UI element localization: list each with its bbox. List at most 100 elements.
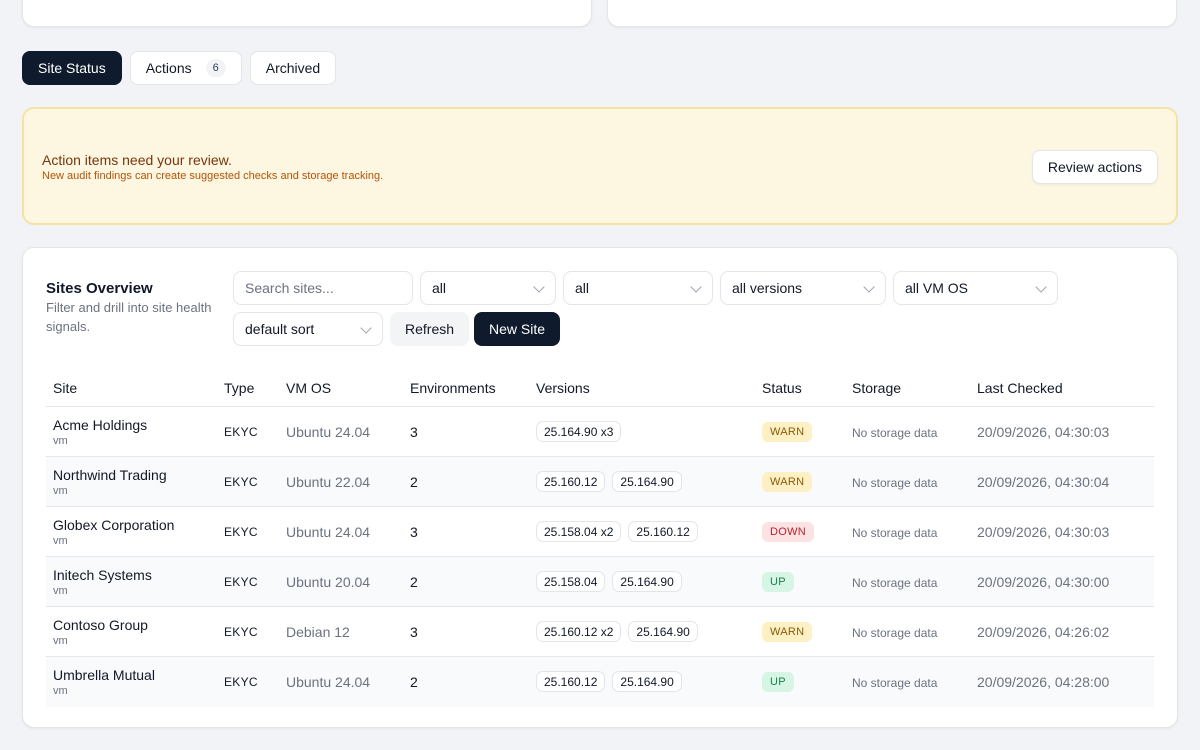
environments-count: 3 (410, 424, 418, 440)
chevron-down-icon (360, 322, 372, 334)
site-name[interactable]: Contoso Group (53, 617, 148, 633)
table-row[interactable]: Initech Systems vm EKYC Ubuntu 20.04 2 2… (46, 557, 1154, 607)
site-name[interactable]: Globex Corporation (53, 517, 175, 533)
select-value: all versions (732, 280, 803, 296)
last-checked: 20/09/2026, 04:30:03 (977, 524, 1110, 540)
summary-card-right (607, 0, 1177, 27)
refresh-button[interactable]: Refresh (390, 312, 470, 346)
version-chip: 25.158.04 (536, 571, 606, 592)
tab-actions[interactable]: Actions 6 (129, 51, 242, 85)
last-checked: 20/09/2026, 04:30:00 (977, 574, 1110, 590)
alert-title: Action items need your review. (42, 152, 232, 168)
column-header[interactable]: Environments (410, 380, 496, 396)
tab-label: Site Status (38, 60, 106, 76)
column-header[interactable]: Storage (852, 380, 902, 396)
last-checked: 20/09/2026, 04:30:03 (977, 424, 1110, 440)
chevron-down-icon (533, 281, 545, 293)
version-chip: 25.160.12 x2 (536, 621, 622, 642)
versions-list: 25.160.12 25.164.90 (536, 471, 682, 492)
last-checked: 20/09/2026, 04:30:04 (977, 474, 1110, 490)
vm-os: Debian 12 (286, 624, 350, 640)
column-header[interactable]: Versions (536, 380, 590, 396)
status-badge: WARN (762, 422, 813, 442)
versions-list: 25.160.12 25.164.90 (536, 671, 682, 692)
column-header[interactable]: Status (762, 380, 802, 396)
version-chip: 25.160.12 (536, 671, 606, 692)
filter-select-type[interactable]: all (563, 271, 713, 305)
storage-info: No storage data (852, 526, 938, 540)
site-kind: vm (53, 685, 68, 697)
site-kind: vm (53, 535, 68, 547)
filter-select-versions[interactable]: all versions (720, 271, 886, 305)
review-actions-button[interactable]: Review actions (1031, 150, 1158, 184)
site-name[interactable]: Umbrella Mutual (53, 667, 155, 683)
tab-site-status[interactable]: Site Status (22, 51, 122, 85)
environments-count: 3 (410, 624, 418, 640)
site-kind: vm (53, 485, 68, 497)
column-header[interactable]: Site (53, 380, 78, 396)
last-checked: 20/09/2026, 04:26:02 (977, 624, 1110, 640)
filter-select-status[interactable]: all (420, 271, 556, 305)
tab-label: Actions (145, 60, 192, 76)
version-chip: 25.164.90 (612, 571, 682, 592)
versions-list: 25.158.04 x2 25.160.12 (536, 521, 698, 542)
site-type: EKYC (224, 625, 258, 639)
vm-os: Ubuntu 24.04 (286, 424, 371, 440)
site-kind: vm (53, 435, 68, 447)
environments-count: 2 (410, 674, 418, 690)
vm-os: Ubuntu 22.04 (286, 474, 371, 490)
section-subtitle: Filter and drill into site health signal… (46, 300, 212, 334)
environments-count: 2 (410, 474, 418, 490)
section-title: Sites Overview (46, 280, 153, 297)
versions-list: 25.158.04 25.164.90 (536, 571, 682, 592)
column-header[interactable]: VM OS (286, 380, 332, 396)
action-alert-banner: Action items need your review. New audit… (22, 107, 1178, 225)
column-header[interactable]: Last Checked (977, 380, 1063, 396)
site-type: EKYC (224, 675, 258, 689)
table-row[interactable]: Umbrella Mutual vm EKYC Ubuntu 24.04 2 2… (46, 657, 1154, 707)
site-type: EKYC (224, 425, 258, 439)
site-name[interactable]: Northwind Trading (53, 467, 167, 483)
version-chip: 25.164.90 (628, 621, 698, 642)
search-input[interactable]: Search sites... (233, 271, 413, 305)
site-name[interactable]: Initech Systems (53, 567, 152, 583)
environments-count: 3 (410, 524, 418, 540)
version-chip: 25.164.90 (612, 471, 682, 492)
alert-subtitle: New audit findings can create suggested … (42, 170, 384, 182)
select-value: all (432, 280, 447, 296)
summary-card-left (22, 0, 592, 27)
table-row[interactable]: Northwind Trading vm EKYC Ubuntu 22.04 2… (46, 457, 1154, 507)
filter-select-vm-os[interactable]: all VM OS (893, 271, 1058, 305)
version-chip: 25.164.90 x3 (536, 421, 622, 442)
table-row[interactable]: Globex Corporation vm EKYC Ubuntu 24.04 … (46, 507, 1154, 557)
new-site-button[interactable]: New Site (474, 312, 561, 346)
tab-label: Archived (265, 60, 321, 76)
select-value: default sort (245, 321, 315, 337)
table-body: Acme Holdings vm EKYC Ubuntu 24.04 3 25.… (46, 407, 1154, 707)
chevron-down-icon (1035, 281, 1047, 293)
storage-info: No storage data (852, 476, 938, 490)
versions-list: 25.160.12 x2 25.164.90 (536, 621, 698, 642)
status-badge: WARN (762, 622, 813, 642)
environments-count: 2 (410, 574, 418, 590)
versions-list: 25.164.90 x3 (536, 421, 622, 442)
select-value: all VM OS (905, 280, 969, 296)
last-checked: 20/09/2026, 04:28:00 (977, 674, 1110, 690)
status-badge: WARN (762, 472, 813, 492)
sites-table: Site Type VM OS Environments Versions St… (46, 370, 1154, 707)
sort-select[interactable]: default sort (233, 312, 383, 346)
tab-archived[interactable]: Archived (249, 51, 337, 85)
table-row[interactable]: Contoso Group vm EKYC Debian 12 3 25.160… (46, 607, 1154, 657)
version-chip: 25.160.12 (536, 471, 606, 492)
site-kind: vm (53, 635, 68, 647)
column-header[interactable]: Type (224, 380, 255, 396)
chevron-down-icon (863, 281, 875, 293)
site-type: EKYC (224, 475, 258, 489)
status-badge: DOWN (762, 522, 815, 542)
storage-info: No storage data (852, 576, 938, 590)
tab-bar: Site Status Actions 6 Archived (22, 51, 337, 85)
vm-os: Ubuntu 24.04 (286, 674, 371, 690)
table-row[interactable]: Acme Holdings vm EKYC Ubuntu 24.04 3 25.… (46, 407, 1154, 457)
site-name[interactable]: Acme Holdings (53, 417, 148, 433)
storage-info: No storage data (852, 426, 938, 440)
